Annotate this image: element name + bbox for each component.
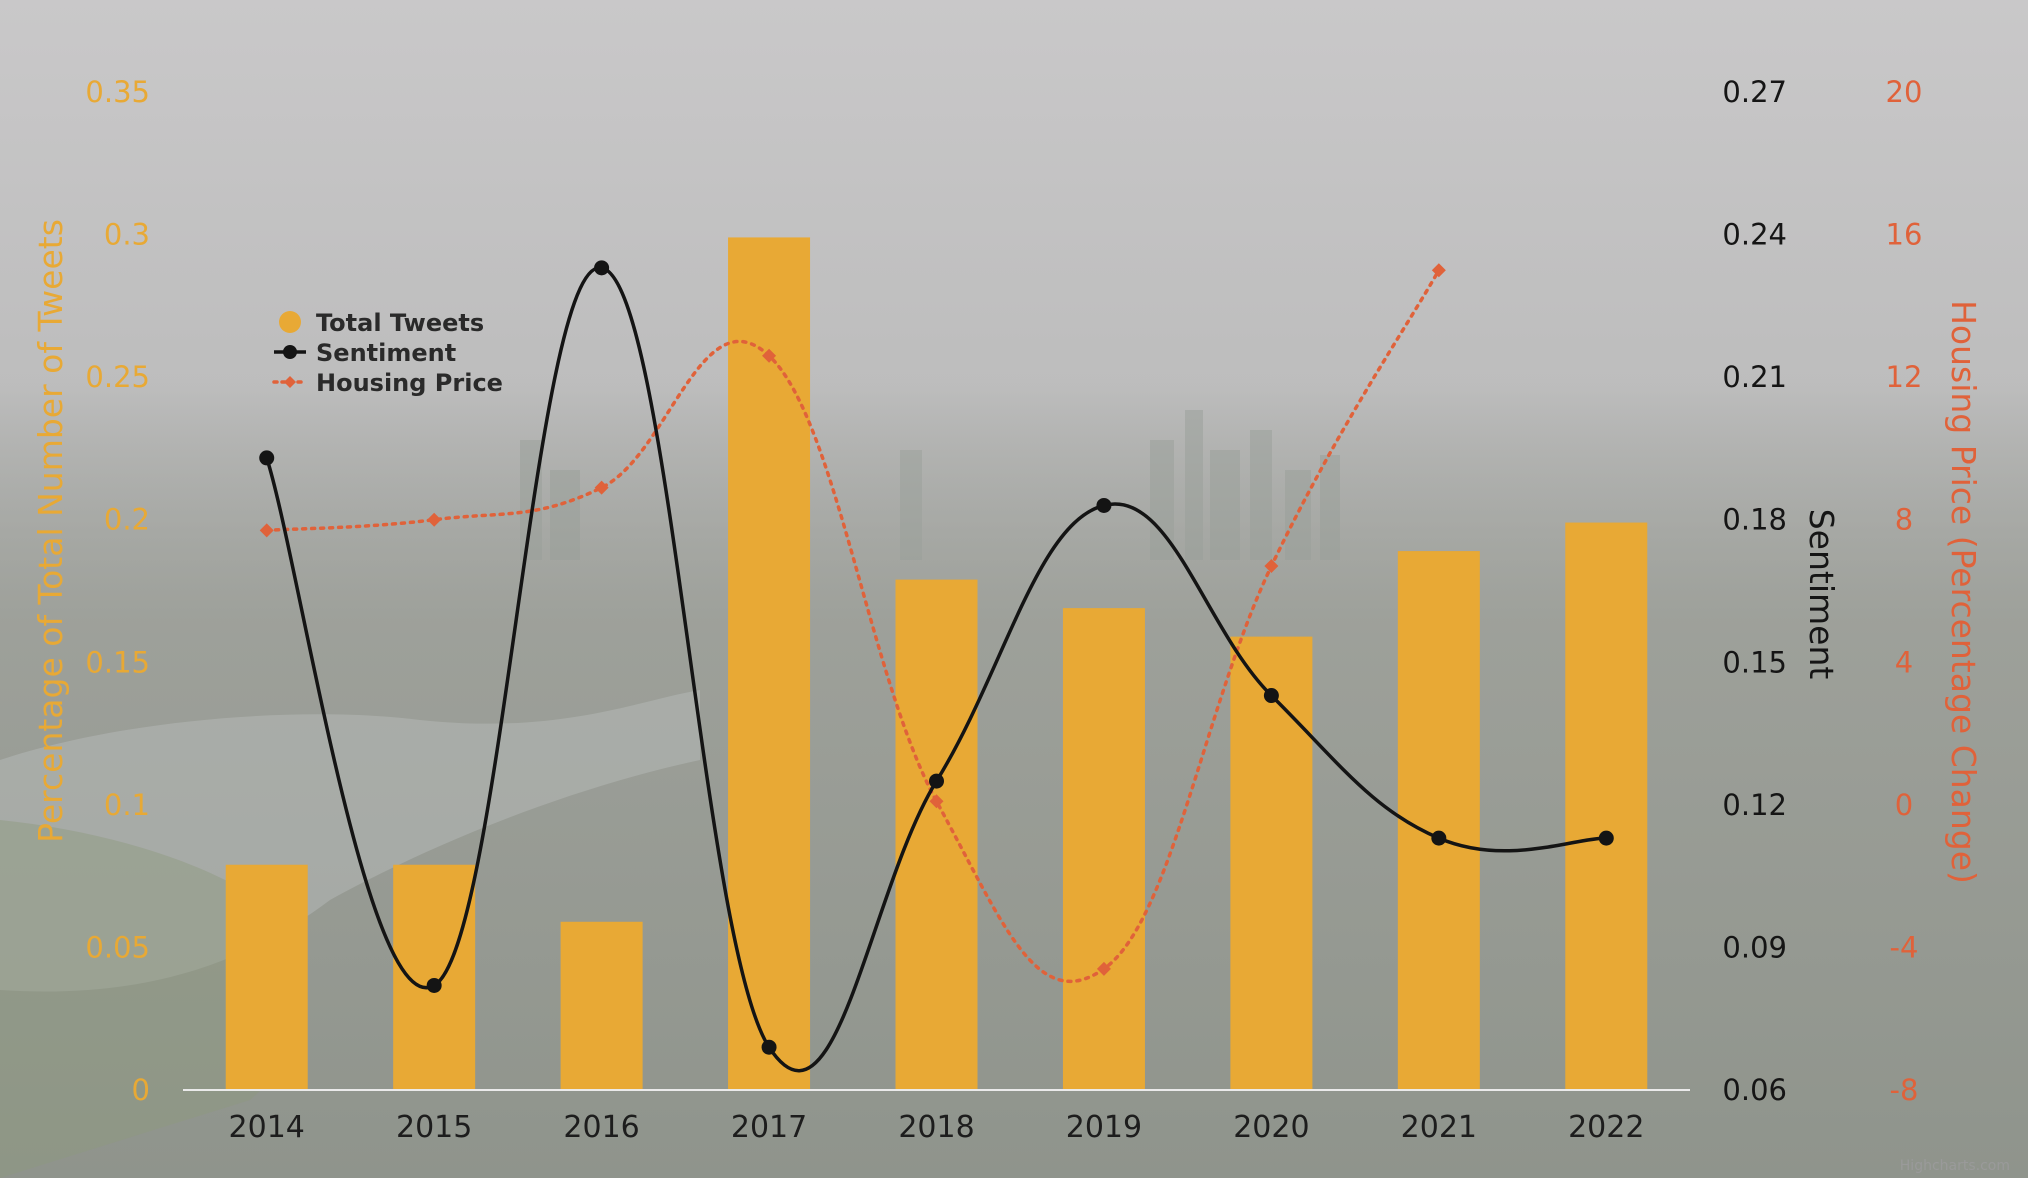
sentiment-axis-tick: 0.27 (1722, 75, 1787, 109)
sentiment-point-2019 (1096, 497, 1112, 513)
housing-price-axis-tick: 8 (1895, 503, 1913, 537)
housing-price-point-2015 (427, 512, 442, 527)
sentiment-point-2014 (259, 450, 275, 466)
bar-2017 (728, 237, 811, 1090)
housing-price-point-2019 (1096, 961, 1111, 976)
x-axis-tick-2014: 2014 (229, 1110, 305, 1145)
housing-price-point-2018 (929, 794, 944, 809)
legend-symbol-sentiment-marker (283, 345, 297, 359)
sentiment-point-2022 (1598, 830, 1614, 846)
bar-2022 (1565, 522, 1648, 1090)
bar-2019 (1062, 608, 1145, 1090)
bar-2021 (1397, 551, 1480, 1090)
housing-price-axis-title: Housing Price (Percentage Change) (1944, 300, 1983, 884)
x-axis-tick-2017: 2017 (731, 1110, 807, 1145)
bar-2018 (895, 579, 978, 1090)
sentiment-point-2016 (594, 260, 610, 276)
sentiment-line (265, 266, 1607, 1073)
housing-price-point-2017 (762, 348, 777, 363)
sentiment-point-2017 (761, 1039, 777, 1055)
sentiment-point-2021 (1431, 830, 1447, 846)
housing-price-line (264, 268, 1441, 984)
left-axis-title: Percentage of Total Number of Tweets (31, 219, 70, 843)
housing-price-axis-tick: 16 (1886, 218, 1923, 252)
housing-price-axis-tick: 4 (1895, 645, 1913, 679)
x-axis-tick-2020: 2020 (1233, 1110, 1309, 1145)
sentiment-axis-tick: 0.12 (1722, 788, 1787, 822)
housing-price-point-2020 (1264, 559, 1279, 574)
left-axis-tick: 0.1 (104, 788, 150, 822)
housing-price-axis-tick: 0 (1895, 788, 1913, 822)
bar-2016 (560, 921, 643, 1090)
housing-price-point-2014 (259, 523, 274, 538)
sentiment-point-2020 (1263, 688, 1279, 704)
sentiment-point-2018 (929, 773, 944, 789)
housing-price-point-2016 (594, 480, 609, 495)
housing-price-axis-tick: -8 (1890, 1073, 1919, 1107)
sentiment-axis-tick: 0.18 (1722, 503, 1787, 537)
sentiment-axis-tick: 0.06 (1722, 1073, 1787, 1107)
bar-2014 (225, 864, 308, 1090)
legend-item-sentiment[interactable]: Sentiment (316, 339, 456, 367)
legend-symbol-total-tweets (279, 311, 301, 333)
legend-item-housing-price[interactable]: Housing Price (316, 369, 503, 397)
left-axis-tick: 0 (132, 1073, 150, 1107)
housing-price-axis-tick: 12 (1886, 360, 1923, 394)
left-axis-tick: 0.2 (104, 503, 150, 537)
sentiment-axis-title: Sentiment (1802, 509, 1841, 680)
housing-price-axis-tick: 20 (1886, 75, 1923, 109)
left-axis-tick: 0.15 (85, 645, 150, 679)
legend-symbol-housing-marker (284, 376, 296, 388)
bar-2015 (393, 864, 476, 1090)
credit-text: Highcharts.com (1900, 1158, 2010, 1174)
x-axis-tick-2022: 2022 (1568, 1110, 1644, 1145)
legend-item-total-tweets[interactable]: Total Tweets (316, 309, 484, 337)
sentiment-axis-tick: 0.15 (1722, 645, 1787, 679)
x-axis-tick-2015: 2015 (396, 1110, 472, 1145)
left-axis-tick: 0.25 (85, 360, 150, 394)
x-axis-tick-2021: 2021 (1401, 1110, 1477, 1145)
sentiment-axis-tick: 0.24 (1722, 218, 1787, 252)
left-axis-tick: 0.35 (85, 75, 150, 109)
x-axis-tick-2018: 2018 (898, 1110, 974, 1145)
x-axis-tick-2016: 2016 (563, 1110, 639, 1145)
sentiment-axis-tick: 0.21 (1722, 360, 1787, 394)
left-axis-tick: 0.3 (104, 218, 150, 252)
bar-2020 (1230, 636, 1313, 1090)
sentiment-point-2015 (426, 977, 442, 993)
x-axis-tick-2019: 2019 (1066, 1110, 1142, 1145)
left-axis-tick: 0.05 (85, 930, 150, 964)
housing-price-point-2021 (1431, 263, 1446, 278)
housing-price-axis-tick: -4 (1890, 930, 1919, 964)
sentiment-axis-tick: 0.09 (1722, 930, 1787, 964)
